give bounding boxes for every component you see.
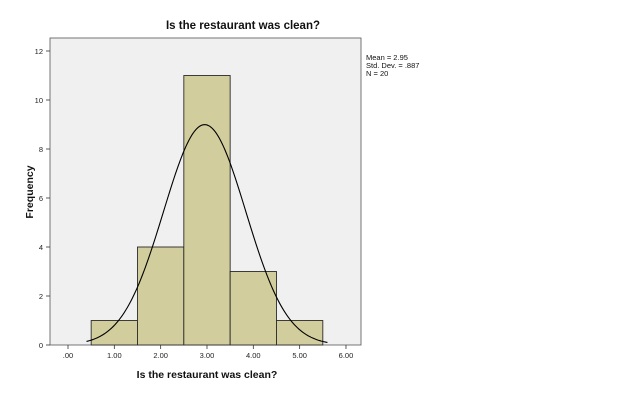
x-tick-label-6: 6.00 [339, 351, 354, 360]
normal-curve [86, 124, 328, 344]
chart-title: Is the restaurant was clean? [166, 20, 320, 32]
bars-layer [90, 75, 324, 346]
x-tick-label-4: 4.00 [246, 351, 261, 360]
stat-mean: Mean = 2.95 [366, 53, 408, 62]
x-tick-label-0: .00 [63, 351, 73, 360]
y-tick-label-3: 6 [39, 194, 43, 203]
x-axis-title: Is the restaurant was clean? [137, 369, 278, 381]
axes-layer: .00 1.00 2.00 3.00 4.00 5.00 6.00 0 2 4 6 8 10 12 [35, 47, 354, 360]
histogram-bar-3 [183, 75, 231, 346]
x-tick-label-2: 2.00 [153, 351, 168, 360]
x-tick-label-3: 3.00 [200, 351, 215, 360]
x-tick-label-1: 1.00 [107, 351, 122, 360]
y-tick-label-5: 10 [35, 96, 43, 105]
x-tick-label-5: 5.00 [292, 351, 307, 360]
y-tick-label-0: 0 [39, 341, 43, 350]
y-tick-label-1: 2 [39, 292, 43, 301]
histogram-bar-1 [90, 320, 138, 346]
y-tick-label-2: 4 [39, 243, 43, 252]
y-tick-label-6: 12 [35, 47, 43, 56]
stat-n: N = 20 [366, 69, 388, 78]
histogram-bar-5 [276, 320, 324, 346]
histogram-bar-2 [137, 246, 185, 346]
y-axis-title: Frequency [24, 165, 36, 218]
stat-std-dev: Std. Dev. = .887 [366, 61, 419, 70]
y-tick-label-4: 8 [39, 145, 43, 154]
